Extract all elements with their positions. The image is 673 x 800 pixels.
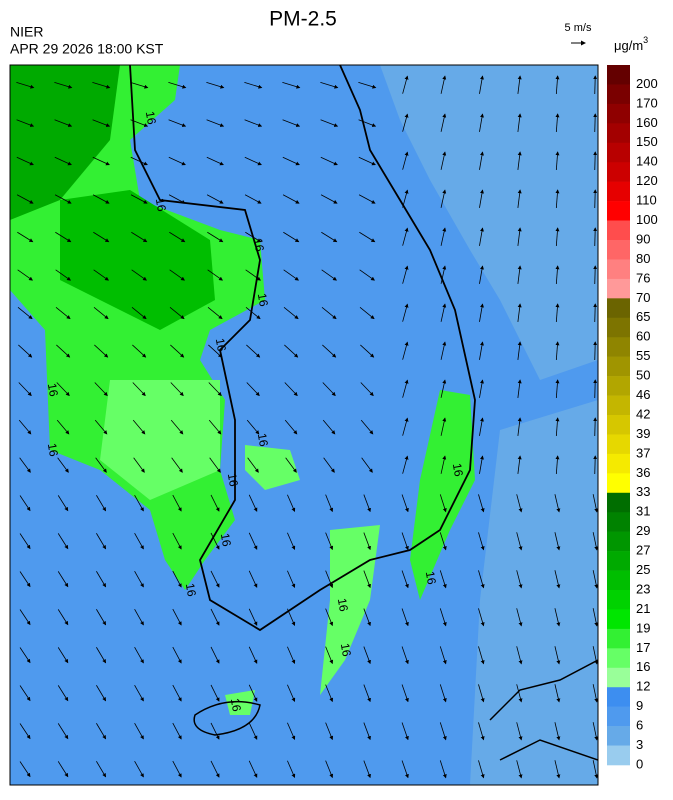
colorbar-segment [607, 551, 630, 571]
colorbar-segment [607, 143, 630, 163]
colorbar-label: 120 [636, 173, 658, 188]
contour-label: 16 [45, 382, 61, 398]
colorbar-segment [607, 415, 630, 435]
contour-label: 16 [251, 237, 267, 253]
agency: NIER [10, 24, 43, 40]
contour-label: 16 [255, 432, 271, 448]
contour-label: 16 [143, 110, 159, 126]
colorbar-segment [607, 240, 630, 260]
colorbar-segment [607, 337, 630, 357]
colorbar-segment [607, 629, 630, 649]
colorbar-label: 150 [636, 134, 658, 149]
colorbar-segment [607, 707, 630, 727]
contour-label: 16 [183, 582, 199, 598]
colorbar-segment [607, 65, 630, 85]
colorbar-label: 33 [636, 484, 650, 499]
colorbar-segment [607, 201, 630, 221]
colorbar-segment [607, 532, 630, 552]
colorbar-label: 27 [636, 543, 650, 558]
colorbar-label: 100 [636, 212, 658, 227]
colorbar-label: 42 [636, 406, 650, 421]
colorbar-label: 200 [636, 76, 658, 91]
colorbar-label: 110 [636, 193, 657, 208]
colorbar-segment [607, 259, 630, 279]
colorbar-label: 46 [636, 387, 650, 402]
colorbar-segment [607, 473, 630, 493]
colorbar-label: 6 [636, 718, 643, 733]
colorbar-label: 36 [636, 465, 650, 480]
colorbar-label: 31 [636, 504, 650, 519]
colorbar-label: 12 [636, 679, 650, 694]
colorbar-segment [607, 434, 630, 454]
colorbar-label: 140 [636, 154, 658, 169]
colorbar-segment [607, 493, 630, 513]
contour-label: 16 [153, 197, 169, 213]
colorbar-label: 25 [636, 562, 650, 577]
colorbar-segment [607, 609, 630, 629]
contour-label: 16 [218, 532, 234, 548]
colorbar-segment [607, 182, 630, 202]
contour-label: 16 [423, 570, 439, 586]
map: 16 16 16 16 16 16 16 16 16 16 16 16 16 16 16 16 [10, 65, 598, 785]
contour-label: 16 [45, 442, 61, 458]
colorbar-segment [607, 376, 630, 396]
colorbar-label: 76 [636, 270, 650, 285]
colorbar-segment [607, 571, 630, 591]
colorbar-label: 9 [636, 698, 643, 713]
colorbar-segment [607, 279, 630, 299]
colorbar-segment [607, 104, 630, 124]
colorbar-label: 70 [636, 290, 650, 305]
contour-label: 16 [338, 642, 354, 658]
colorbar-segment [607, 668, 630, 688]
colorbar-label: 60 [636, 329, 650, 344]
colorbar-label: 29 [636, 523, 650, 538]
colorbar-segment [607, 84, 630, 104]
colorbar-segment [607, 123, 630, 143]
colorbar-label: 160 [636, 115, 658, 130]
colorbar-segment [607, 298, 630, 318]
colorbar-label: 17 [636, 640, 650, 655]
contour-label: 16 [228, 697, 244, 713]
contour-label: 16 [335, 597, 351, 613]
wind-scale-label: 5 m/s [565, 22, 592, 34]
colorbar: 2001701601501401201101009080767065605550… [607, 65, 658, 771]
colorbar-segment [607, 648, 630, 668]
colorbar-label: 16 [636, 659, 650, 674]
timestamp: APR 29 2026 18:00 KST [10, 41, 164, 57]
colorbar-segment [607, 396, 630, 416]
colorbar-label: 39 [636, 426, 650, 441]
colorbar-segment [607, 318, 630, 338]
colorbar-label: 170 [636, 95, 658, 110]
contour-label: 16 [450, 462, 466, 478]
colorbar-label: 21 [636, 601, 650, 616]
colorbar-label: 23 [636, 581, 650, 596]
colorbar-segment [607, 454, 630, 474]
colorbar-segment [607, 590, 630, 610]
contour-label: 16 [255, 292, 271, 308]
unit: μg/m3 [614, 35, 648, 53]
colorbar-label: 90 [636, 231, 650, 246]
contour-label: 16 [225, 472, 241, 488]
colorbar-label: 50 [636, 368, 650, 383]
colorbar-label: 55 [636, 348, 650, 363]
colorbar-label: 0 [636, 756, 643, 771]
colorbar-segment [607, 726, 630, 746]
contour-label: 16 [213, 337, 229, 353]
colorbar-segment [607, 512, 630, 532]
colorbar-label: 65 [636, 309, 650, 324]
colorbar-label: 80 [636, 251, 650, 266]
colorbar-segment [607, 162, 630, 182]
colorbar-segment [607, 221, 630, 241]
colorbar-segment [607, 357, 630, 377]
colorbar-segment [607, 746, 630, 766]
colorbar-label: 3 [636, 737, 643, 752]
colorbar-label: 19 [636, 620, 650, 635]
title: PM-2.5 [269, 8, 337, 31]
colorbar-segment [607, 687, 630, 707]
colorbar-label: 37 [636, 445, 650, 460]
